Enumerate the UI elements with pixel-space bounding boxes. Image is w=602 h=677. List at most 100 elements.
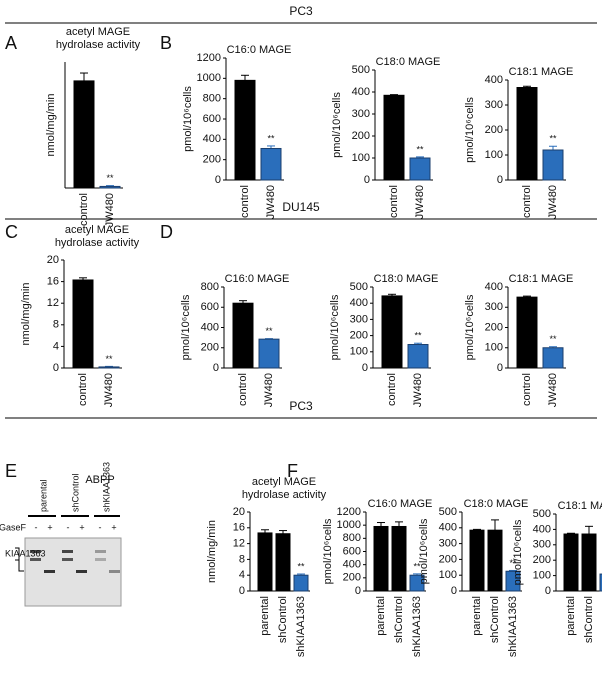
y-tick-label: 500 xyxy=(352,64,370,76)
bar xyxy=(563,533,579,592)
bar xyxy=(275,533,291,592)
bar xyxy=(407,344,429,369)
lane-label: shKIAA1363 xyxy=(101,462,111,512)
panel-label: A xyxy=(5,33,17,53)
chart-title: acetyl MAGE xyxy=(252,476,316,488)
treatment-label: PNGaseF xyxy=(0,522,26,532)
section-title: PC3 xyxy=(289,399,313,413)
bar xyxy=(391,525,407,592)
y-tick-label: 800 xyxy=(203,93,221,105)
x-tick-label: parental xyxy=(565,596,577,636)
bar xyxy=(234,79,256,181)
y-tick-label: 16 xyxy=(47,276,59,288)
y-axis-label: pmol/10⁶cells xyxy=(180,294,192,360)
gel-band xyxy=(95,558,106,561)
y-tick-label: 0 xyxy=(497,362,503,374)
y-tick-label: 8 xyxy=(53,319,59,331)
y-tick-label: 0 xyxy=(215,174,221,186)
y-tick-label: 1200 xyxy=(337,506,361,518)
y-tick-label: 0 xyxy=(362,362,368,374)
y-tick-label: 200 xyxy=(485,124,503,136)
gel-band xyxy=(95,550,106,553)
y-tick-label: 16 xyxy=(233,522,245,534)
bar xyxy=(257,532,273,592)
chart-title: acetyl MAGE xyxy=(66,26,130,38)
panel-label: E xyxy=(5,461,17,481)
x-tick-label: shKIAA1363 xyxy=(411,596,423,657)
lane-label: parental xyxy=(38,479,48,512)
significance: ** xyxy=(549,134,557,144)
section-title: DU145 xyxy=(282,200,320,214)
y-tick-label: 800 xyxy=(343,532,361,544)
treatment-sign: - xyxy=(35,522,38,532)
band-bracket xyxy=(15,547,24,572)
treatment-sign: - xyxy=(99,522,102,532)
x-tick-label: control xyxy=(77,373,89,406)
bar xyxy=(99,185,121,189)
y-tick-label: 800 xyxy=(201,281,219,293)
bar xyxy=(293,574,309,592)
y-tick-label: 0 xyxy=(53,362,59,374)
x-tick-label: parental xyxy=(259,596,271,636)
gel-title: ABPP xyxy=(85,474,114,486)
band-label: KIAA1363 xyxy=(5,548,46,558)
significance: ** xyxy=(416,144,424,154)
y-tick-label: 400 xyxy=(485,74,503,86)
chart-title: hydrolase activity xyxy=(242,489,327,501)
bar xyxy=(487,529,503,592)
y-tick-label: 0 xyxy=(545,585,551,597)
y-tick-label: 0 xyxy=(451,585,457,597)
x-tick-label: parental xyxy=(471,596,483,636)
significance: ** xyxy=(106,173,114,183)
bar xyxy=(98,366,120,369)
x-tick-label: control xyxy=(386,373,398,406)
gel-image xyxy=(24,537,122,607)
y-tick-label: 4 xyxy=(53,340,59,352)
chart-title: C18:1 MAGE xyxy=(558,500,602,512)
y-axis-label: nmol/mg/min xyxy=(20,283,32,346)
y-tick-label: 600 xyxy=(201,301,219,313)
bar xyxy=(516,296,538,369)
y-tick-label: 200 xyxy=(485,321,503,333)
section-title: PC3 xyxy=(289,4,313,18)
gel-band xyxy=(62,550,73,553)
bar xyxy=(383,94,405,181)
significance: ** xyxy=(267,133,275,143)
y-tick-label: 400 xyxy=(350,297,368,309)
y-tick-label: 300 xyxy=(533,539,551,551)
significance: ** xyxy=(297,561,305,571)
panel-label: C xyxy=(5,222,18,242)
y-tick-label: 1000 xyxy=(337,519,361,531)
y-tick-label: 500 xyxy=(533,508,551,520)
bar xyxy=(373,525,389,592)
y-tick-label: 0 xyxy=(364,174,370,186)
bar xyxy=(469,529,485,592)
y-tick-label: 20 xyxy=(233,506,245,518)
significance: ** xyxy=(414,331,422,341)
x-tick-label: control xyxy=(239,185,251,218)
bar xyxy=(542,149,564,181)
y-axis-label: nmol/mg/min xyxy=(206,520,218,583)
y-tick-label: 300 xyxy=(439,538,457,550)
bar xyxy=(409,157,431,181)
gel-band xyxy=(76,570,87,573)
x-tick-label: shKIAA1363 xyxy=(507,596,519,657)
x-tick-label: JW480 xyxy=(265,185,277,219)
x-tick-label: JW480 xyxy=(412,373,424,407)
panel-label: D xyxy=(160,222,173,242)
y-tick-label: 200 xyxy=(352,130,370,142)
x-tick-label: control xyxy=(521,185,533,218)
y-tick-label: 0 xyxy=(239,585,245,597)
y-tick-label: 500 xyxy=(350,281,368,293)
gel: ABPP parental shControl shKIAA1363 PNGas… xyxy=(0,462,122,607)
chart-title: C16:0 MAGE xyxy=(225,273,290,285)
gel-band xyxy=(62,558,73,561)
x-tick-label: shControl xyxy=(583,596,595,643)
y-axis-label: pmol/10⁶cells xyxy=(464,97,476,163)
bar xyxy=(409,574,425,592)
bar xyxy=(542,347,564,369)
y-tick-label: 500 xyxy=(439,506,457,518)
y-axis-label: pmol/10⁶cells xyxy=(322,518,334,584)
y-tick-label: 0 xyxy=(497,174,503,186)
chart-title: C18:1 MAGE xyxy=(509,66,574,78)
